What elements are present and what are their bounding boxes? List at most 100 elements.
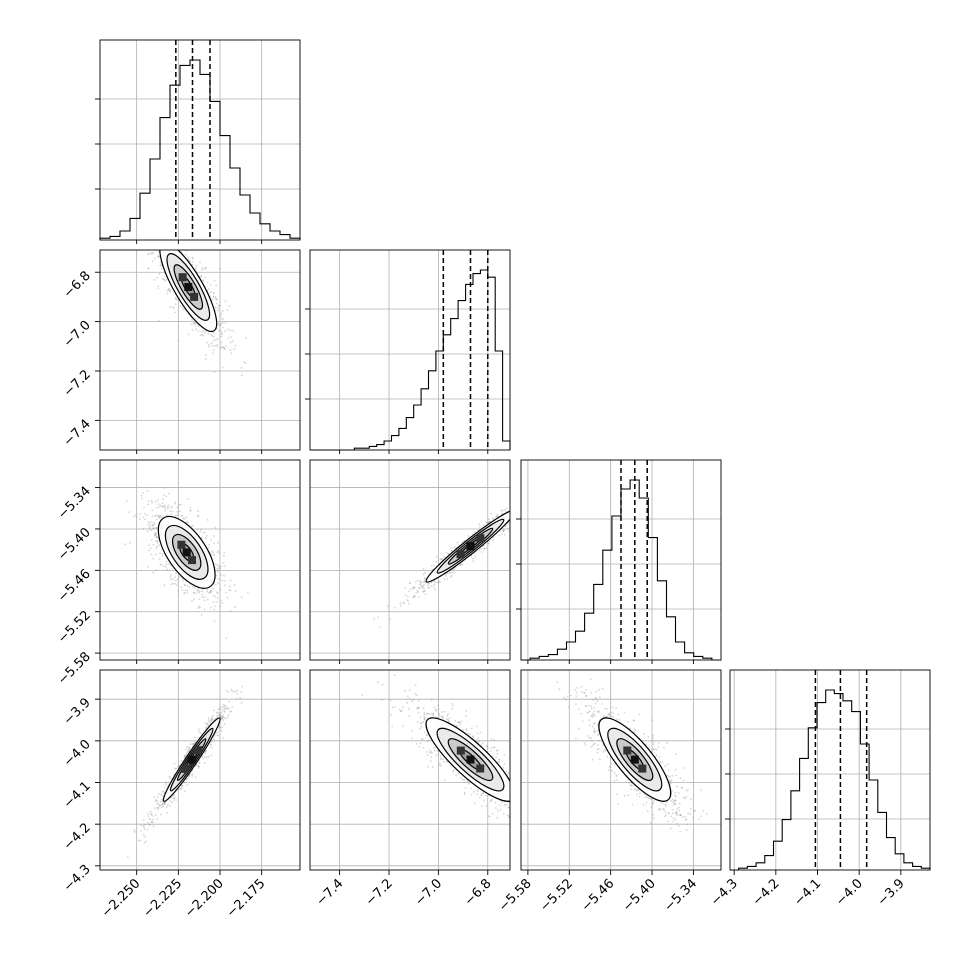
sample-point	[208, 292, 211, 294]
sample-point	[183, 592, 186, 595]
sample-point	[443, 779, 446, 781]
sample-point	[423, 731, 426, 734]
sample-point	[465, 729, 467, 732]
sample-point	[473, 791, 475, 793]
sample-point	[147, 252, 150, 255]
sample-point	[198, 590, 201, 593]
sample-point	[205, 750, 208, 752]
sample-point	[535, 498, 537, 500]
sample-point	[460, 777, 463, 779]
sample-point	[361, 694, 364, 696]
sample-point	[585, 694, 588, 697]
sample-point	[147, 500, 150, 502]
sample-point	[197, 607, 199, 609]
sample-point	[173, 242, 175, 244]
sample-point	[159, 564, 162, 566]
sample-point	[162, 235, 164, 237]
sample-point	[515, 790, 517, 792]
panel-frame	[309, 459, 511, 661]
sample-point	[216, 601, 218, 603]
sample-point	[152, 527, 154, 530]
sample-point	[225, 708, 228, 710]
sample-point	[206, 598, 209, 601]
sample-point	[219, 713, 222, 716]
sample-point	[165, 783, 167, 785]
sample-point	[146, 212, 148, 214]
sample-point	[161, 246, 163, 248]
sample-point	[512, 514, 514, 516]
sample-point	[229, 610, 232, 612]
sample-point	[148, 544, 151, 546]
sample-point	[522, 503, 524, 505]
sample-point	[212, 594, 215, 597]
sample-point	[163, 247, 165, 249]
sample-point	[496, 515, 498, 518]
density-peak-block	[456, 746, 465, 755]
sample-point	[164, 279, 167, 282]
sample-point	[450, 550, 453, 552]
sample-point	[502, 529, 505, 531]
sample-point	[169, 576, 172, 579]
sample-point	[419, 583, 422, 585]
sample-point	[218, 715, 221, 717]
sample-point	[377, 616, 379, 619]
sample-point	[682, 779, 685, 782]
sample-point	[235, 698, 237, 700]
sample-point	[430, 760, 432, 762]
sample-point	[159, 235, 161, 237]
sample-point	[156, 507, 159, 509]
sample-point	[174, 583, 177, 585]
sample-point	[167, 507, 169, 510]
sample-point	[179, 510, 181, 513]
sample-point	[160, 798, 163, 801]
sample-point	[577, 727, 580, 730]
sample-point	[435, 754, 437, 757]
sample-point	[203, 608, 206, 611]
histogram-panel-2	[516, 459, 722, 661]
sample-point	[517, 792, 519, 794]
sample-point	[144, 835, 147, 838]
sample-point	[150, 499, 153, 502]
sample-point	[422, 568, 425, 570]
sample-point	[219, 565, 222, 568]
sample-point	[174, 238, 176, 240]
sample-point	[158, 272, 161, 275]
sample-point	[523, 793, 525, 795]
sample-point	[492, 746, 495, 749]
sample-point	[427, 739, 430, 742]
sample-point	[533, 495, 535, 497]
sample-point	[454, 720, 457, 722]
sample-point	[169, 800, 172, 802]
sample-point	[518, 805, 520, 807]
sample-point	[156, 499, 159, 502]
sample-point	[414, 684, 417, 687]
sample-point	[498, 804, 501, 806]
sample-point	[231, 706, 234, 708]
sample-point	[510, 500, 512, 502]
sample-point	[207, 719, 210, 721]
sample-point	[191, 774, 194, 777]
sample-point	[173, 244, 175, 246]
sample-point	[506, 773, 509, 776]
sample-point	[398, 708, 401, 711]
sample-point	[503, 533, 506, 536]
sample-point	[446, 578, 449, 580]
sample-point	[613, 780, 616, 782]
sample-point	[173, 796, 176, 799]
sample-point	[223, 708, 226, 710]
sample-point	[161, 243, 163, 245]
sample-point	[512, 514, 514, 516]
sample-point	[225, 637, 228, 640]
sample-point	[442, 758, 444, 761]
sample-point	[150, 538, 153, 541]
sample-point	[517, 812, 519, 814]
sample-point	[194, 741, 197, 743]
sample-point	[198, 598, 201, 601]
sample-point	[185, 748, 187, 751]
sample-point	[441, 715, 444, 718]
sample-point	[492, 517, 494, 520]
sample-point	[163, 234, 165, 236]
sample-point	[150, 553, 153, 556]
sample-point	[194, 267, 197, 270]
sample-point	[190, 525, 193, 528]
